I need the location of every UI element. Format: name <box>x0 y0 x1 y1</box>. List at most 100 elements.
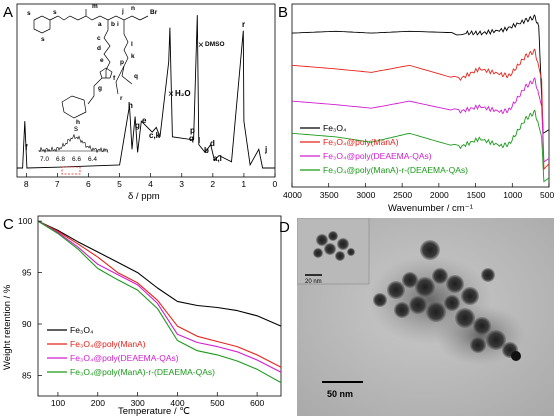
mannose-ring <box>61 95 87 119</box>
ftir-series-line <box>291 109 550 183</box>
peak-label-f: f <box>25 143 28 152</box>
struct-label-h: h <box>76 119 80 126</box>
inset-noise-line <box>38 133 109 154</box>
panel-a-label: A <box>3 4 13 21</box>
scale-bar-label: 50 nm <box>327 389 353 399</box>
panel-a-tick-label: 3 <box>179 179 184 189</box>
panel-c-y-label: Weight retention / % <box>2 284 13 370</box>
legend-c-label-2: Fe₃O₄@poly(ManA) <box>70 339 146 349</box>
peak-label-q: q <box>189 134 194 143</box>
inset-tick-1: 7.0 <box>40 156 49 163</box>
panel-b-tick-marks <box>291 183 550 187</box>
panel-c-x-tick-label: 600 <box>250 398 264 408</box>
panel-d-label: D <box>279 219 290 236</box>
nanoparticle <box>394 302 410 318</box>
panel-b-tick-label: 2000 <box>430 190 449 200</box>
panel-a-tick-label: 2 <box>210 179 215 189</box>
struct-label-k: k <box>131 53 135 60</box>
panel-b-tick-label: 500 <box>540 190 554 200</box>
peak-label-b: b <box>204 146 209 155</box>
panel-b-series <box>291 14 550 183</box>
panel-c-tick-marks <box>38 220 258 396</box>
panel-b-tick-label: 1500 <box>467 190 486 200</box>
panel-b-tick-label: 3000 <box>356 190 375 200</box>
nanoparticle <box>486 330 506 350</box>
panel-a-frame <box>16 3 276 178</box>
panel-b: B 4000 3500 3000 2500 2000 1500 1000 500 Wavenu… <box>278 3 554 214</box>
panel-a-tick-label: 4 <box>148 179 153 189</box>
nanoparticle <box>444 295 460 311</box>
panel-b-legend: Fe₃O₄ Fe₃O₄@poly(ManA) Fe₃O₄@poly(DEAEMA… <box>300 123 468 175</box>
nanoparticle <box>481 268 495 282</box>
tem-image: 20 nm 50 nm <box>297 218 525 399</box>
panel-b-tick-label: 4000 <box>283 190 302 200</box>
inset-scale-label: 20 nm <box>305 279 322 285</box>
panel-b-tick-labels: 4000 3500 3000 2500 2000 1500 1000 500 <box>283 190 554 200</box>
peak-label-h: h <box>128 101 133 110</box>
chemical-structure <box>33 9 149 119</box>
panel-a-x-label: δ / ppm <box>128 191 160 202</box>
panel-a-tick-marks <box>25 173 276 177</box>
nmr-spectrum-line <box>17 15 275 169</box>
nanoparticle <box>426 302 446 322</box>
struct-label-r: r <box>120 95 123 102</box>
panel-a: A 8 7 6 5 4 3 2 1 0 δ / ppm s 7.0 6.8 6.6 6.4 f … <box>3 3 278 202</box>
struct-label-p: p <box>120 59 124 66</box>
inset-s-peak: s 7.0 6.8 6.6 6.4 <box>38 124 109 163</box>
panel-c-y-tick-label: 95 <box>22 268 32 278</box>
tem-inset: 20 nm <box>297 218 370 285</box>
structure-labels: s s s a b c d e f g h i j k l p q r m n … <box>27 3 158 126</box>
nanoparticle <box>461 287 479 305</box>
peak-label-ck: c,k <box>149 131 161 140</box>
tga-series-line <box>37 220 282 384</box>
water-peak-marker: × <box>168 89 174 100</box>
panel-c-label: C <box>3 216 14 233</box>
nanoparticle <box>446 275 464 293</box>
tga-series-line <box>37 220 282 368</box>
panel-a-tick-labels: 8 7 6 5 4 3 2 1 0 <box>24 179 278 189</box>
panel-c-y-tick-label: 85 <box>22 370 32 380</box>
panel-a-tick-label: 5 <box>117 179 122 189</box>
panel-c-y-tick-labels: 100 95 90 85 <box>18 216 32 380</box>
legend-c-label-3: Fe₃O₄@poly(DEAEMA-QAs) <box>70 353 179 363</box>
panel-b-tick-label: 2500 <box>393 190 412 200</box>
inset-peak-label: s <box>74 124 78 133</box>
panel-c-y-tick-label: 100 <box>18 216 32 226</box>
panel-a-tick-label: 6 <box>86 179 91 189</box>
nanoparticle <box>455 308 475 328</box>
peak-label-water: H₂O <box>175 89 191 98</box>
tga-series-line <box>37 220 282 373</box>
peak-region-box <box>61 166 81 175</box>
dmso-peak-marker: × <box>198 40 204 51</box>
panel-b-x-label: Wavenumber / cm⁻¹ <box>388 203 473 214</box>
inset-tick-2: 6.8 <box>56 156 65 163</box>
panel-d: D <box>279 218 554 416</box>
legend-c-label-1: Fe₃O₄ <box>70 325 94 335</box>
panel-b-frame <box>291 3 550 188</box>
nanoparticle <box>432 268 448 284</box>
peak-label-e: e <box>142 116 147 125</box>
peak-label-ai: a,i <box>213 154 222 163</box>
inset-nanoparticle <box>347 248 355 256</box>
inset-nanoparticle <box>324 243 336 255</box>
panel-c-x-tick-label: 200 <box>91 398 105 408</box>
ftir-series-line <box>291 14 550 135</box>
panel-c-x-tick-label: 500 <box>210 398 224 408</box>
nanoparticle <box>511 351 521 361</box>
struct-label-i: i <box>117 21 119 28</box>
peak-label-dmso: DMSO <box>205 41 225 48</box>
legend-b-label-3: Fe₃O₄@poly(DEAEMA-QAs) <box>323 151 432 161</box>
ftir-series-line <box>291 48 550 171</box>
struct-label-d: d <box>97 45 101 52</box>
struct-label-g: g <box>98 85 102 92</box>
nanoparticle <box>387 281 405 299</box>
struct-label-s2: s <box>53 9 57 16</box>
panel-c-legend: Fe₃O₄ Fe₃O₄@poly(ManA) Fe₃O₄@poly(DEAEMA… <box>47 325 215 377</box>
nanoparticle <box>409 296 427 314</box>
inset-nanoparticle <box>328 231 338 241</box>
panel-c-y-tick-label: 90 <box>22 319 32 329</box>
panel-c-frame <box>37 215 282 397</box>
benzene-ring <box>33 15 51 34</box>
